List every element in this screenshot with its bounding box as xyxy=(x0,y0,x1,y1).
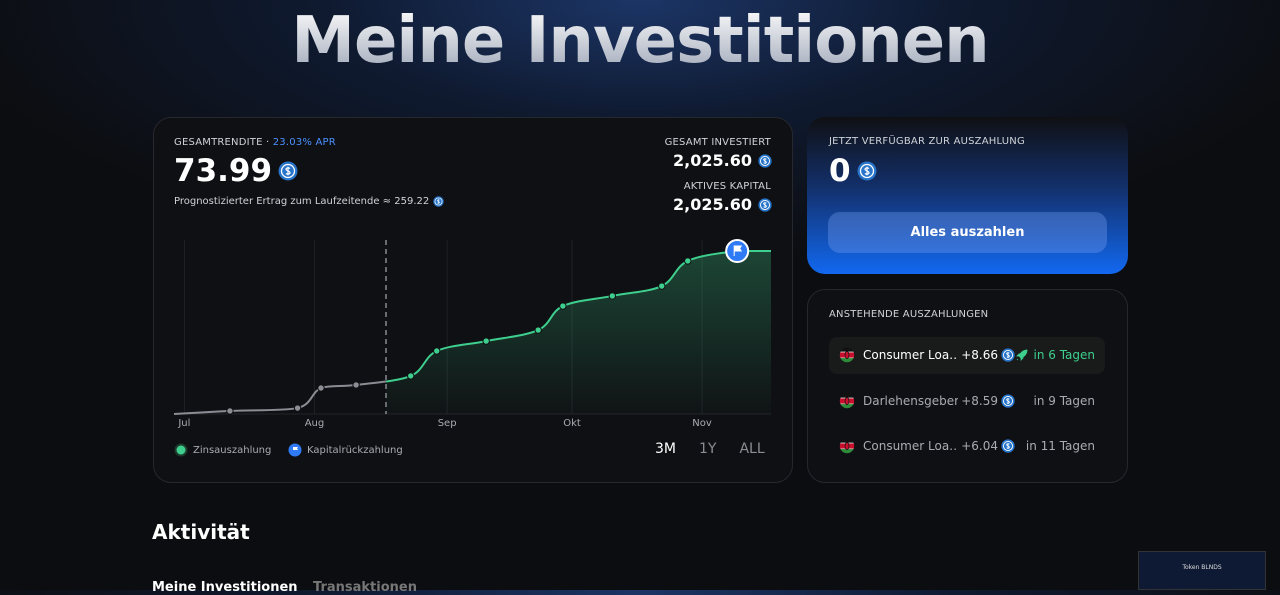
coin-icon xyxy=(1001,394,1015,408)
capital: 2,025.60 xyxy=(673,195,752,214)
due-date: in 9 Tagen xyxy=(1033,393,1095,408)
loan-name: Consumer Loa… xyxy=(863,439,958,453)
payout-dot xyxy=(226,407,234,415)
payout-dot xyxy=(317,384,325,392)
payout-dot xyxy=(559,302,567,310)
forecast-row: Prognostizierter Ertrag zum Laufzeitende… xyxy=(174,196,444,207)
payout-row: 0 xyxy=(829,153,877,189)
payout-button[interactable]: Alles auszahlen xyxy=(828,212,1107,253)
pending-title: ANSTEHENDE AUSZAHLUNGEN xyxy=(829,309,989,320)
country-flag xyxy=(838,392,856,410)
total-row: 73.99 xyxy=(174,153,298,189)
due-row: in 11 Tagen xyxy=(1026,439,1095,453)
flag-icon xyxy=(733,245,743,257)
due-date: in 6 Tagen xyxy=(1033,348,1095,362)
range-button[interactable]: ALL xyxy=(739,441,765,457)
rocket-icon xyxy=(1016,349,1028,361)
thumbnail-title: Token BLNDS xyxy=(1182,564,1222,571)
range-button[interactable]: 3M xyxy=(655,441,676,457)
due-row: in 6 Tagen xyxy=(1016,348,1095,362)
tab[interactable]: Transaktionen xyxy=(313,580,417,595)
pending-card xyxy=(807,289,1128,483)
payout-amount: 0 xyxy=(829,153,851,189)
payout-dot xyxy=(608,292,617,300)
coin-icon xyxy=(1001,439,1015,453)
invested: 2,025.60 xyxy=(673,151,752,170)
payout-card xyxy=(807,117,1128,274)
legend-label: Zinsauszahlung xyxy=(193,445,271,456)
apr: 23.03% APR xyxy=(272,137,336,148)
page-title: Meine Investitionen xyxy=(0,4,1280,78)
thumbnail: Token BLNDS xyxy=(1138,551,1266,590)
x-tick-label: Okt xyxy=(563,418,581,429)
range-selector: 3M 1Y ALL xyxy=(655,441,765,457)
area xyxy=(386,251,771,414)
payout-dot xyxy=(658,282,666,290)
returns-label: GESAMTRENDITE · xyxy=(174,137,270,148)
coin-icon xyxy=(857,161,877,181)
tab-active[interactable]: Meine Investitionen xyxy=(152,580,298,595)
past-line xyxy=(173,380,387,415)
loan-name: Darlehensgeber xyxy=(863,393,958,408)
invested-label: GESAMT INVESTIERT xyxy=(664,137,771,148)
due-date: in 11 Tagen xyxy=(1025,439,1095,453)
payout-label: JETZT VERFÜGBAR ZUR AUSZAHLUNG xyxy=(829,136,1025,147)
x-tick-label: Nov xyxy=(692,418,712,429)
returns-label-group: GESAMTRENDITE · 23.03% APR xyxy=(174,137,336,148)
loan-name: Consumer Loa… xyxy=(863,348,958,362)
legend-flag xyxy=(293,447,298,453)
due-row: in 9 Tagen xyxy=(1033,394,1095,408)
amount: +6.04 xyxy=(961,439,998,453)
payout-dot xyxy=(482,337,490,345)
capital-label: AKTIVES KAPITAL xyxy=(683,181,771,192)
capital-row: 2,025.60 xyxy=(673,195,772,214)
legend-marker xyxy=(174,443,188,457)
amount: +8.66 xyxy=(961,348,998,362)
amount-row: +8.66 xyxy=(961,348,1015,362)
payout-dot xyxy=(407,372,415,380)
amount: +8.59 xyxy=(961,393,998,408)
x-tick-label: Sep xyxy=(438,418,457,429)
country-flag xyxy=(838,346,856,364)
total-return: 73.99 xyxy=(174,153,273,189)
row-highlight xyxy=(829,337,1105,374)
payout-dot xyxy=(352,381,360,389)
forecast: Prognostizierter Ertrag zum Laufzeitende… xyxy=(174,196,430,207)
payout-dot xyxy=(293,404,302,412)
activity-title: Aktivität xyxy=(152,520,250,544)
invested-row: 2,025.60 xyxy=(673,151,772,170)
x-tick-label: Aug xyxy=(305,418,325,429)
x-tick-label: Jul xyxy=(177,418,190,429)
country-flag xyxy=(838,437,856,455)
range-button[interactable]: 1Y xyxy=(699,441,717,457)
payout-dot xyxy=(534,326,542,334)
legend-label: Kapitalrückzahlung xyxy=(307,445,403,456)
chart: Jul Aug Sep Okt Nov Zinsauszahlung Kapitalrück… xyxy=(173,239,771,457)
amount-row: +8.59 xyxy=(961,393,1015,408)
amount-row: +6.04 xyxy=(961,439,1015,453)
coin-icon xyxy=(1001,348,1015,362)
payout-dot xyxy=(684,257,692,265)
payout-dot xyxy=(433,347,441,355)
